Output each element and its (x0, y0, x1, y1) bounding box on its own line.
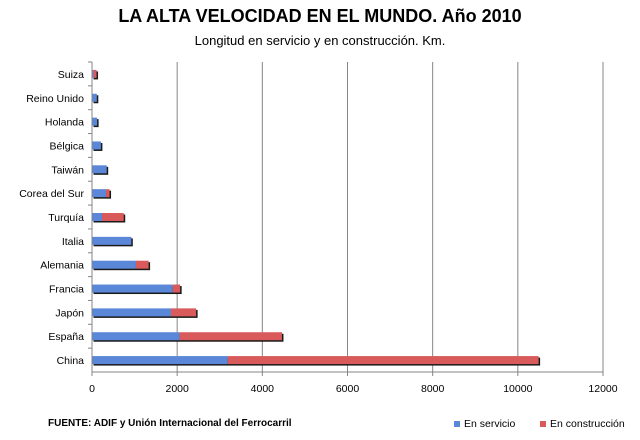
bar-in-service (92, 165, 107, 174)
bar-under-construction (93, 69, 97, 78)
grid-lines (176, 62, 604, 372)
x-tick-label: 0 (89, 383, 95, 395)
axes (88, 61, 604, 376)
x-tick-label: 2000 (165, 383, 189, 395)
chart-subtitle: Longitud en servicio y en construcción. … (194, 33, 446, 48)
category-label: Italia (62, 236, 84, 248)
category-label: Suiza (58, 69, 84, 81)
bar-under-construction (172, 284, 181, 293)
bar-in-service (92, 332, 180, 341)
category-label: Francia (49, 284, 84, 296)
x-tick-label: 4000 (251, 383, 275, 395)
category-label: Alemania (40, 260, 84, 272)
legend-swatch-under-construction (540, 421, 546, 428)
category-label: Turquía (48, 212, 84, 224)
bar-in-service (92, 189, 107, 198)
legend-label-under-construction: En construcción (550, 418, 625, 430)
x-tick-label: 6000 (336, 383, 360, 395)
category-label: Corea del Sur (19, 188, 84, 200)
axis-labels: 0 2000 4000 6000 8000 10000 12000 Suiza Reino Un… (19, 69, 618, 395)
category-label: Bélgica (50, 140, 85, 152)
category-label: Taiwán (51, 164, 84, 176)
bar-in-service (92, 284, 173, 293)
bar-in-service (92, 141, 101, 150)
category-label: Reino Unido (26, 93, 84, 105)
bar-in-service (92, 260, 136, 269)
category-label: China (57, 355, 85, 367)
legend-in-service: En servicio (454, 418, 515, 430)
bar-in-service (92, 213, 103, 221)
bar-under-construction (179, 332, 282, 341)
category-label: Japón (55, 307, 84, 319)
bars (92, 69, 541, 366)
category-label: Holanda (45, 117, 84, 129)
bar-under-construction (135, 260, 149, 269)
x-tick-label: 10000 (503, 383, 532, 395)
chart-title: LA ALTA VELOCIDAD EN EL MUNDO. Año 2010 (118, 6, 522, 26)
x-tick-label: 8000 (421, 383, 445, 395)
bar-under-construction (227, 356, 539, 365)
bar-under-construction (102, 213, 124, 221)
legend-under-construction: En construcción (540, 418, 625, 430)
bar-in-service (92, 236, 132, 245)
bar-under-construction (106, 189, 110, 198)
bar-in-service (92, 69, 94, 78)
bar-in-service (92, 308, 171, 317)
bar-under-construction (170, 308, 197, 317)
legend-swatch-in-service (454, 421, 460, 428)
category-label: España (48, 331, 84, 343)
source-note: FUENTE: ADIF y Unión Internacional del F… (48, 418, 292, 429)
legend-label-in-service: En servicio (464, 418, 516, 430)
x-tick-label: 12000 (588, 383, 617, 395)
bar-in-service (92, 117, 98, 126)
bar-in-service (92, 356, 228, 365)
bar-in-service (92, 93, 97, 102)
